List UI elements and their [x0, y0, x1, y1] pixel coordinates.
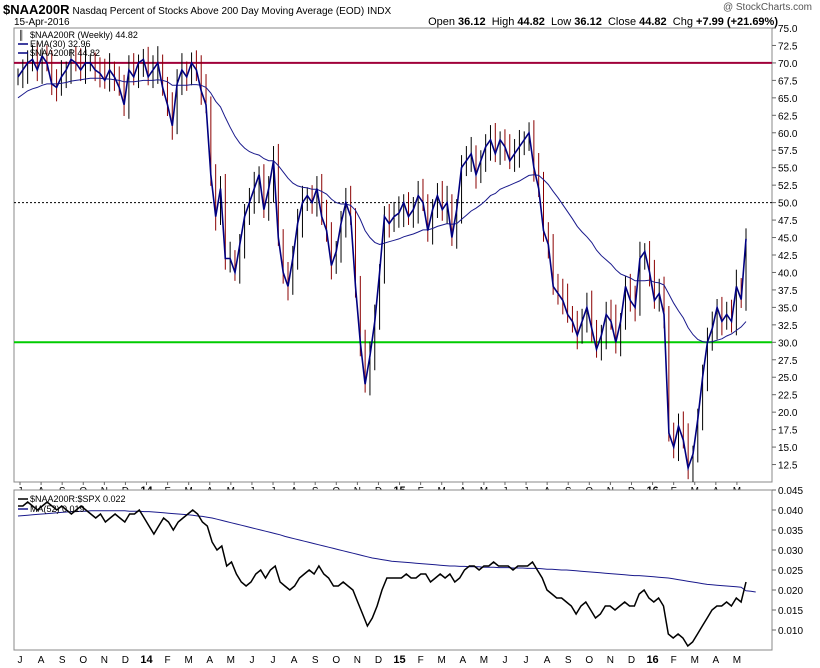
y-tick-label: 52.5 — [778, 181, 798, 192]
y-tick-label: 50.0 — [778, 199, 798, 210]
y-tick-label: 55.0 — [778, 164, 798, 175]
plot-frame — [13, 489, 773, 651]
description: Nasdaq Percent of Stocks Above 200 Day M… — [72, 6, 365, 17]
y-tick-label: 0.030 — [778, 546, 803, 557]
x-tick-label: M — [185, 655, 193, 666]
x-tick-label: A — [544, 655, 551, 666]
y-tick-label: 17.5 — [778, 426, 798, 437]
y-tick-label: 70.0 — [778, 59, 798, 70]
open-value: 36.12 — [458, 16, 486, 28]
legend-label: EMA(30) 32.96 — [30, 39, 91, 49]
x-tick-label: S — [312, 655, 319, 666]
y-tick-label: 25.0 — [778, 373, 798, 384]
ratio-panel: J A S O N D 14 F M A M J J A S O N D 15 F M A M J J A S O N D 16 F M A M 0.… — [13, 486, 803, 666]
y-tick-label: 37.5 — [778, 286, 798, 297]
x-tick-label: M — [438, 655, 446, 666]
y-tick-label: 27.5 — [778, 356, 798, 367]
y-tick-label: 0.020 — [778, 586, 803, 597]
y-tick-label: 20.0 — [778, 408, 798, 419]
x-tick-label: J — [524, 655, 529, 666]
legend-label: $NAA200R (Weekly) 44.82 — [30, 30, 138, 40]
x-tick-label: S — [565, 655, 572, 666]
legend-label: $NAA200R 44.82 — [30, 48, 100, 58]
legend-label: $NAA200R:$SPX 0.022 — [30, 494, 126, 504]
ohlc-readout: Open 36.12 High 44.82 Low 36.12 Close 44… — [428, 16, 778, 28]
x-tick-label: F — [165, 655, 171, 666]
y-tick-label: 47.5 — [778, 216, 798, 227]
y-tick-label: 57.5 — [778, 146, 798, 157]
x-tick-label: D — [122, 655, 129, 666]
x-tick-label: N — [101, 655, 108, 666]
y-tick-label: 22.5 — [778, 391, 798, 402]
x-tick-label: N — [354, 655, 361, 666]
exchange: INDX — [367, 6, 392, 17]
x-tick-label: F — [671, 655, 677, 666]
x-tick-label: M — [691, 655, 699, 666]
low-value: 36.12 — [574, 16, 602, 28]
y-tick-label: 32.5 — [778, 321, 798, 332]
legend-label: MA(52) 0.019 — [30, 504, 85, 514]
x-tick-label: N — [607, 655, 614, 666]
x-tick-label: F — [418, 655, 424, 666]
x-tick-label: A — [291, 655, 298, 666]
x-tick-label: O — [585, 655, 593, 666]
open-label: Open — [428, 16, 455, 28]
chart-date: 15-Apr-2016 — [14, 17, 70, 28]
y-tick-label: 12.5 — [778, 461, 798, 472]
y-tick-label: 35.0 — [778, 303, 798, 314]
y-tick-label: 75.0 — [778, 24, 798, 35]
ratio-line — [18, 501, 747, 648]
y-tick-label: 0.025 — [778, 566, 803, 577]
y-tick-label: 0.045 — [778, 486, 803, 497]
x-tick-label: O — [79, 655, 87, 666]
y-tick-label: 65.0 — [778, 94, 798, 105]
y-tick-label: 67.5 — [778, 76, 798, 87]
x-tick-label: J — [18, 655, 23, 666]
x-tick-label: M — [733, 655, 741, 666]
close-label: Close — [607, 16, 637, 28]
x-tick-label: M — [480, 655, 488, 666]
y-tick-label: 0.010 — [778, 626, 803, 637]
y-tick-label: 40.0 — [778, 268, 798, 279]
x-tick-label: 15 — [393, 654, 405, 666]
chart-header-line-1: $NAA200R Nasdaq Percent of Stocks Above … — [3, 2, 391, 17]
x-tick-label: D — [628, 655, 635, 666]
y-tick-label: 45.0 — [778, 234, 798, 245]
chg-value: +7.99 (+21.69%) — [696, 16, 778, 28]
y-tick-label: 0.015 — [778, 606, 803, 617]
y-tick-label: 62.5 — [778, 111, 798, 122]
x-tick-label: A — [712, 655, 719, 666]
price-close-line — [17, 54, 747, 472]
legend-swatch: ║ — [18, 29, 24, 41]
x-tick-label: 16 — [646, 654, 658, 666]
x-tick-label: J — [502, 655, 507, 666]
x-tick-label: D — [375, 655, 382, 666]
x-tick-label: 14 — [140, 654, 153, 666]
x-tick-label: J — [271, 655, 276, 666]
credit: @ StockCharts.com — [722, 2, 812, 13]
symbol: $NAA200R — [3, 2, 70, 17]
high-value: 44.82 — [517, 16, 545, 28]
y-tick-label: 30.0 — [778, 338, 798, 349]
x-tick-label: M — [227, 655, 235, 666]
x-tick-label: A — [38, 655, 45, 666]
x-tick-label: A — [459, 655, 466, 666]
x-tick-label: A — [206, 655, 213, 666]
y-tick-label: 42.5 — [778, 251, 798, 262]
low-label: Low — [551, 16, 572, 28]
close-value: 44.82 — [639, 16, 667, 28]
high-label: High — [491, 16, 515, 28]
main-price-panel: 12.5 15.0 17.5 20.0 22.5 25.0 27.5 30.0 32.5 35.0… — [13, 24, 798, 497]
chg-label: Chg — [672, 16, 693, 28]
y-tick-label: 15.0 — [778, 443, 798, 454]
x-tick-label: O — [332, 655, 340, 666]
plot-frame — [13, 27, 773, 483]
x-tick-label: J — [249, 655, 254, 666]
y-tick-label: 72.5 — [778, 41, 798, 52]
y-tick-label: 60.0 — [778, 129, 798, 140]
y-tick-label: 0.040 — [778, 506, 803, 517]
y-tick-label: 0.035 — [778, 526, 803, 537]
x-tick-label: S — [59, 655, 66, 666]
